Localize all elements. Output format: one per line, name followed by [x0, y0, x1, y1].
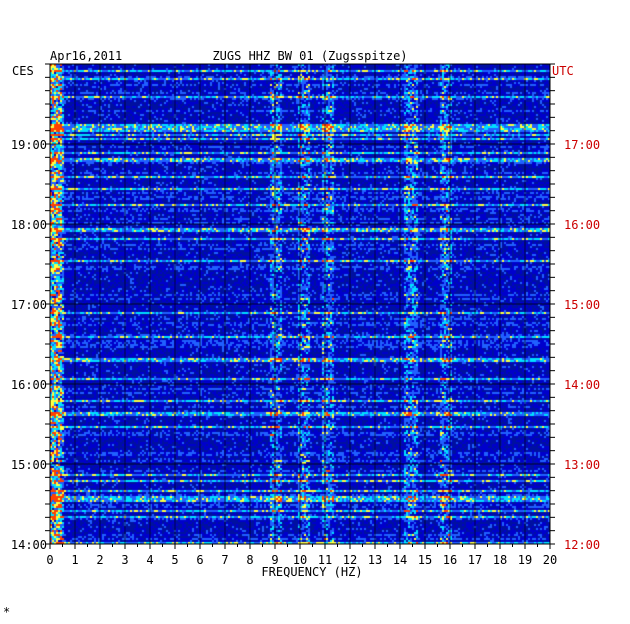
chart-date: Apr16,2011 — [50, 49, 122, 63]
x-tick-label: 1 — [71, 553, 78, 567]
x-tick-label: 2 — [96, 553, 103, 567]
right-tick-label: 16:00 — [564, 218, 600, 232]
x-tick-label: 8 — [246, 553, 253, 567]
x-tick-label: 5 — [171, 553, 178, 567]
left-tick-label: 15:00 — [11, 458, 47, 472]
x-tick-label: 3 — [121, 553, 128, 567]
x-tick-label: 17 — [468, 553, 482, 567]
right-tick-label: 15:00 — [564, 298, 600, 312]
x-tick-label: 19 — [518, 553, 532, 567]
left-tick-label: 17:00 — [11, 298, 47, 312]
right-tick-label: 17:00 — [564, 138, 600, 152]
x-tick-label: 15 — [418, 553, 432, 567]
chart-title: ZUGS HHZ BW 01 (Zugsspitze) — [212, 49, 407, 63]
x-tick-label: 11 — [318, 553, 332, 567]
left-axis-label: CES — [12, 64, 34, 78]
x-tick-label: 16 — [443, 553, 457, 567]
right-tick-label: 13:00 — [564, 458, 600, 472]
right-tick-label: 14:00 — [564, 378, 600, 392]
left-tick-label: 14:00 — [11, 538, 47, 552]
x-tick-label: 10 — [293, 553, 307, 567]
left-tick-label: 19:00 — [11, 138, 47, 152]
x-tick-label: 7 — [221, 553, 228, 567]
x-tick-label: 18 — [493, 553, 507, 567]
footer-mark: * — [3, 605, 10, 619]
right-axis-label: UTC — [552, 64, 574, 78]
x-tick-label: 14 — [393, 553, 407, 567]
left-tick-label: 18:00 — [11, 218, 47, 232]
axis-ticks: 0 1 2 3 4 5 6 7 8 9 10 11 12 13 14 15 16 17 18 19 2019:0018:… — [11, 63, 600, 567]
x-tick-label: 13 — [368, 553, 382, 567]
x-tick-label: 0 — [46, 553, 53, 567]
x-tick-label: 4 — [146, 553, 153, 567]
x-axis-label: FREQUENCY (HZ) — [261, 565, 362, 579]
x-tick-label: 12 — [343, 553, 357, 567]
right-tick-label: 12:00 — [564, 538, 600, 552]
x-tick-label: 20 — [543, 553, 557, 567]
left-tick-label: 16:00 — [11, 378, 47, 392]
x-tick-label: 6 — [196, 553, 203, 567]
grid-lines — [49, 63, 551, 545]
x-tick-label: 9 — [271, 553, 278, 567]
